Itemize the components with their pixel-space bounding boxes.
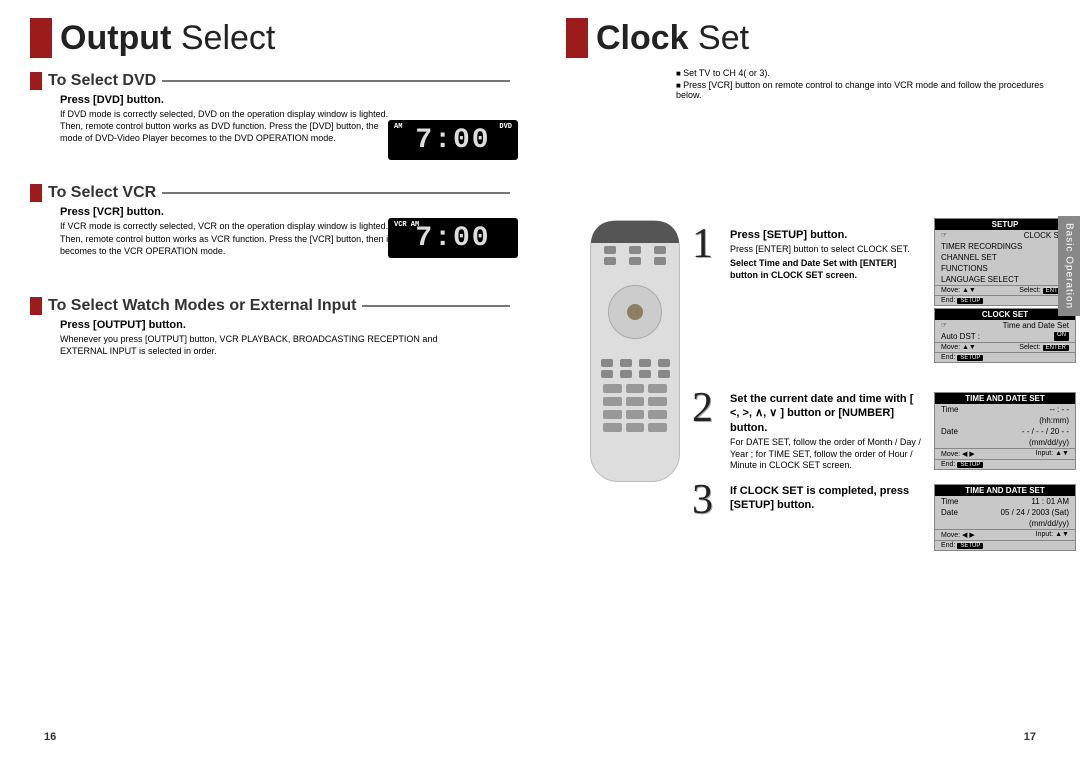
note-1: Set TV to CH 4( or 3).	[676, 68, 1062, 78]
page-number-left: 16	[44, 731, 56, 743]
step-body: Press [ENTER] button to select CLOCK SET…	[730, 244, 924, 256]
step-title: If CLOCK SET is completed, press [SETUP]…	[730, 484, 924, 513]
display-digits: 7:00	[415, 223, 490, 254]
step-number: 1	[692, 220, 713, 268]
instruction-output: Press [OUTPUT] button.	[60, 319, 510, 331]
step-2: 2 Set the current date and time with [ <…	[694, 392, 924, 472]
section-heading-vcr: To Select VCR	[30, 184, 510, 202]
body-dvd: If DVD mode is correctly selected, DVD o…	[60, 108, 400, 144]
heading-text: To Select DVD	[48, 72, 162, 90]
heading-rule	[162, 80, 510, 82]
step-number: 2	[692, 384, 713, 432]
heading-rule	[362, 305, 510, 307]
step-body: For DATE SET, follow the order of Month …	[730, 437, 924, 472]
title-rest: Select	[171, 19, 275, 57]
osd-row: TIMER RECORDINGS	[935, 241, 1075, 252]
osd-row: Date05 / 24 / 2003 (Sat)	[935, 507, 1075, 518]
step-title: Set the current date and time with [ <, …	[730, 392, 924, 435]
osd-row: Date- - / - - / 20 - -	[935, 426, 1075, 437]
page-right: Clock Set Set TV to CH 4( or 3). Press […	[540, 0, 1080, 763]
title-bold: Clock	[596, 19, 689, 57]
osd-header: SETUP	[935, 219, 1075, 230]
osd-row: Time and Date Set	[935, 320, 1075, 331]
osd-header: TIME AND DATE SET	[935, 485, 1075, 496]
osd-row: (mm/dd/yy)	[935, 437, 1075, 448]
vfd-display-vcr: VCR AM 7:00	[388, 218, 518, 258]
osd-header: CLOCK SET	[935, 309, 1075, 320]
heading-text: To Select Watch Modes or External Input	[48, 297, 362, 315]
step-3: 3 If CLOCK SET is completed, press [SETU…	[694, 484, 924, 513]
accent-block-icon	[566, 18, 588, 58]
title-row-left: Output Select	[30, 18, 510, 58]
body-vcr: If VCR mode is correctly selected, VCR o…	[60, 220, 400, 256]
osd-clock-set: CLOCK SET Time and Date Set Auto DST :ON…	[934, 308, 1076, 363]
page-number-right: 17	[1024, 731, 1036, 743]
accent-small-icon	[30, 184, 42, 202]
remote-control-icon	[590, 220, 680, 482]
note-2: Press [VCR] button on remote control to …	[676, 80, 1062, 100]
osd-row: CHANNEL SET	[935, 252, 1075, 263]
page-left: Output Select To Select DVD Press [DVD] …	[0, 0, 540, 763]
osd-row: LANGUAGE SELECT	[935, 274, 1075, 285]
display-label-tl: VCR AM	[394, 221, 419, 229]
osd-time-date-1: TIME AND DATE SET Time-- : - - (hh:mm) D…	[934, 392, 1076, 470]
step-title: Press [SETUP] button.	[730, 228, 924, 242]
osd-time-date-2: TIME AND DATE SET Time11 : 01 AM Date05 …	[934, 484, 1076, 551]
title-rest: Set	[689, 19, 749, 57]
step-number: 3	[692, 476, 713, 524]
step-bold-line: Select Time and Date Set with [ENTER] bu…	[730, 258, 924, 281]
vfd-display-dvd: AM DVD 7:00	[388, 120, 518, 160]
body-output: Whenever you press [OUTPUT] button, VCR …	[60, 333, 480, 357]
osd-row: (mm/dd/yy)	[935, 518, 1075, 529]
osd-row: CLOCK SET	[935, 230, 1075, 241]
osd-row: (hh:mm)	[935, 415, 1075, 426]
display-label-tr: DVD	[499, 123, 512, 131]
title-row-right: Clock Set	[566, 18, 1062, 58]
osd-row: Time-- : - -	[935, 404, 1075, 415]
display-label-tl: AM	[394, 123, 402, 131]
side-tab: Basic Operation	[1058, 216, 1080, 316]
osd-header: TIME AND DATE SET	[935, 393, 1075, 404]
accent-small-icon	[30, 72, 42, 90]
instruction-vcr: Press [VCR] button.	[60, 206, 510, 218]
page-title-left: Output Select	[60, 19, 275, 58]
display-digits: 7:00	[415, 125, 490, 156]
section-heading-output: To Select Watch Modes or External Input	[30, 297, 510, 315]
top-notes: Set TV to CH 4( or 3). Press [VCR] butto…	[676, 68, 1062, 100]
osd-row: Auto DST :ON	[935, 331, 1075, 342]
step-1: 1 Press [SETUP] button. Press [ENTER] bu…	[694, 228, 924, 281]
osd-setup: SETUP CLOCK SET TIMER RECORDINGS CHANNEL…	[934, 218, 1076, 306]
section-heading-dvd: To Select DVD	[30, 72, 510, 90]
heading-rule	[162, 192, 510, 194]
osd-row: FUNCTIONS	[935, 263, 1075, 274]
heading-text: To Select VCR	[48, 184, 162, 202]
instruction-dvd: Press [DVD] button.	[60, 94, 510, 106]
osd-row: Time11 : 01 AM	[935, 496, 1075, 507]
title-bold: Output	[60, 19, 171, 57]
page-title-right: Clock Set	[596, 19, 749, 58]
accent-small-icon	[30, 297, 42, 315]
accent-block-icon	[30, 18, 52, 58]
